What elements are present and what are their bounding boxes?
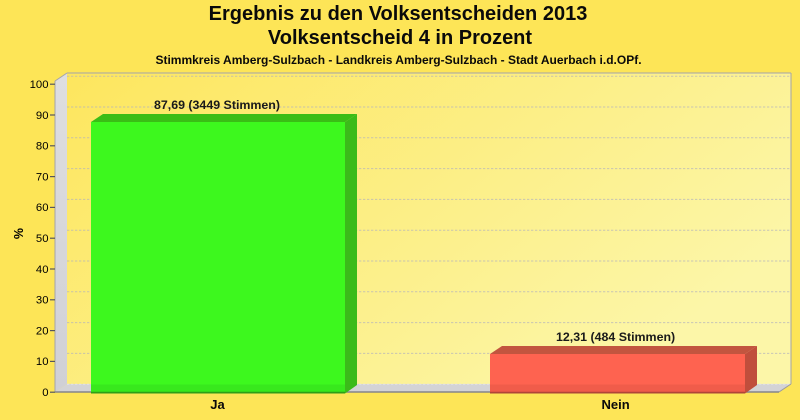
svg-text:80: 80 xyxy=(36,141,49,153)
svg-text:Nein: Nein xyxy=(602,397,630,412)
svg-text:40: 40 xyxy=(36,264,49,276)
svg-text:30: 30 xyxy=(36,295,49,307)
svg-text:100: 100 xyxy=(30,79,49,91)
svg-text:60: 60 xyxy=(36,202,49,214)
svg-text:12,31 (484 Stimmen): 12,31 (484 Stimmen) xyxy=(556,330,675,344)
svg-text:50: 50 xyxy=(36,233,49,245)
svg-text:%: % xyxy=(12,228,26,239)
svg-text:70: 70 xyxy=(36,171,49,183)
svg-text:10: 10 xyxy=(36,356,49,368)
svg-text:87,69 (3449 Stimmen): 87,69 (3449 Stimmen) xyxy=(154,98,280,112)
svg-text:Ja: Ja xyxy=(210,397,225,412)
svg-text:20: 20 xyxy=(36,325,49,337)
svg-text:0: 0 xyxy=(42,387,48,399)
svg-text:90: 90 xyxy=(36,110,49,122)
